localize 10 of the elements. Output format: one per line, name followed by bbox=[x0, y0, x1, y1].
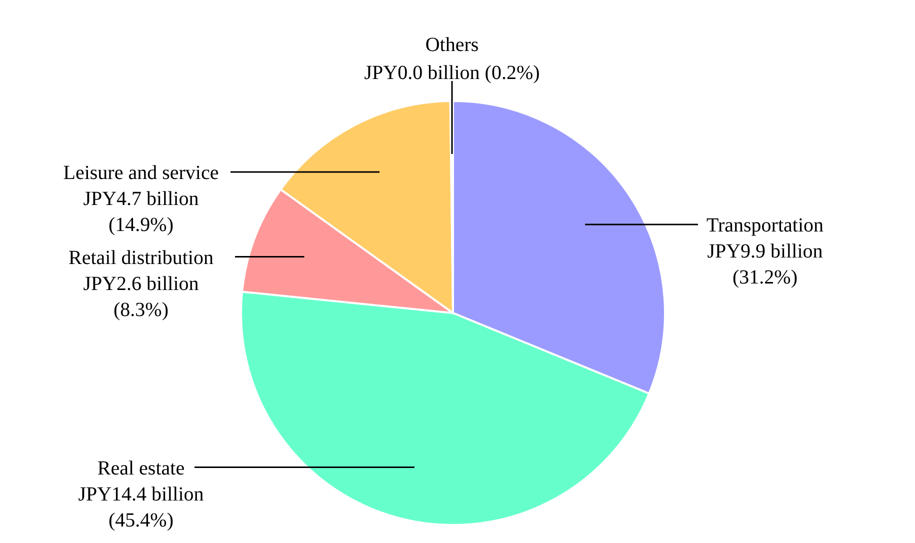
slice-label: Leisure and service bbox=[63, 162, 219, 184]
data-label: JPY2.6 billion (8.3%) bbox=[83, 272, 199, 321]
data-label: JPY14.4 billion (45.4%) bbox=[78, 483, 204, 532]
slice-label: Retail distribution bbox=[68, 246, 214, 269]
data-label: JPY9.9 billion (31.2%) bbox=[707, 240, 823, 288]
data-label: JPY4.7 billion (14.9%) bbox=[83, 188, 199, 236]
slice-label: Transportation bbox=[706, 214, 824, 236]
slice-label: Others bbox=[425, 34, 479, 56]
slice-label: Real estate bbox=[97, 457, 185, 480]
data-label: JPY0.0 billion (0.2%) bbox=[364, 62, 540, 84]
